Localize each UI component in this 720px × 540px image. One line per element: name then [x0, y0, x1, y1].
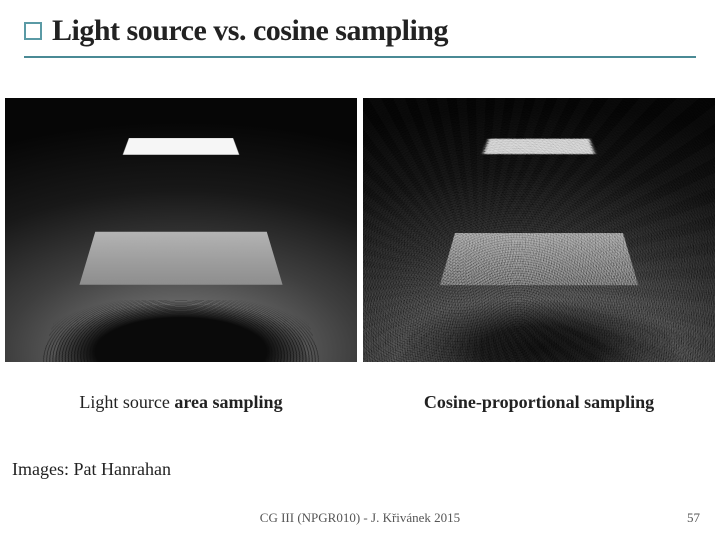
title-bullet-icon	[24, 22, 42, 40]
caption-left-bold: area sampling	[174, 392, 282, 412]
image-credit: Images: Pat Hanrahan	[12, 459, 171, 480]
render-right-cosine-sampling	[363, 98, 715, 362]
captions-row: Light source area sampling Cosine-propor…	[0, 392, 720, 413]
slide-title-bar: Light source vs. cosine sampling	[24, 14, 696, 58]
caption-right-bold: Cosine-proportional sampling	[424, 392, 654, 412]
render-left-light	[123, 138, 239, 155]
caption-left-prefix: Light source	[79, 392, 174, 412]
caption-left: Light source area sampling	[5, 392, 357, 413]
render-right-noise-2	[363, 98, 715, 362]
render-left-area-sampling	[5, 98, 357, 362]
comparison-images-row	[0, 98, 720, 362]
render-left-shadow	[41, 305, 322, 362]
render-left-occluder	[79, 232, 282, 285]
caption-right: Cosine-proportional sampling	[363, 392, 715, 413]
slide-footer: CG III (NPGR010) - J. Křivánek 2015	[0, 510, 720, 526]
page-number: 57	[687, 510, 700, 526]
slide-title: Light source vs. cosine sampling	[52, 14, 448, 48]
